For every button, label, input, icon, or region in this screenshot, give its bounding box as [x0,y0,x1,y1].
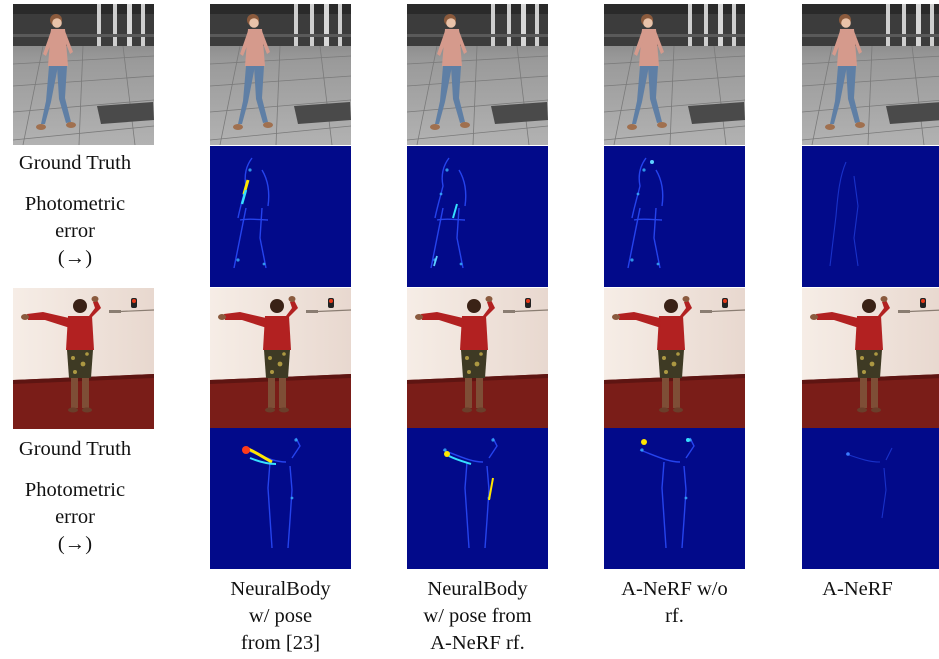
image-indoor-anerf [802,288,939,429]
heatmap-outdoor-anerf-wo-rf [604,146,745,287]
image-outdoor-anerf [802,4,939,145]
heatmap-outdoor-neuralbody-pose-23 [210,146,351,287]
row-label-photometric-error-1: Photometric error (→) [24,193,126,269]
image-outdoor-ground-truth [13,4,154,145]
image-indoor-neuralbody-pose-23 [210,288,351,429]
heatmap-indoor-neuralbody-pose-23 [210,428,351,569]
heatmap-indoor-neuralbody-pose-anerf [407,428,548,569]
image-outdoor-neuralbody-pose-23 [210,4,351,145]
column-label-neuralbody-pose-anerf: NeuralBody w/ pose from A-NeRF rf. [423,578,532,654]
heatmap-outdoor-neuralbody-pose-anerf [407,146,548,287]
row-label-ground-truth-2: Ground Truth [18,438,132,460]
column-label-anerf: A-NeRF [822,578,893,600]
row-label-photometric-error-2: Photometric error (→) [24,479,126,555]
image-outdoor-anerf-wo-rf [604,4,745,145]
image-indoor-neuralbody-pose-anerf [407,288,548,429]
image-indoor-ground-truth [13,288,154,429]
image-indoor-anerf-wo-rf [604,288,745,429]
heatmap-outdoor-anerf [802,146,939,287]
image-outdoor-neuralbody-pose-anerf [407,4,548,145]
column-label-neuralbody-pose-23: NeuralBody w/ pose from [23] [230,578,331,654]
heatmap-indoor-anerf [802,428,939,569]
heatmap-indoor-anerf-wo-rf [604,428,745,569]
row-label-ground-truth-1: Ground Truth [18,152,132,174]
column-label-anerf-wo-rf: A-NeRF w/o rf. [621,578,728,627]
